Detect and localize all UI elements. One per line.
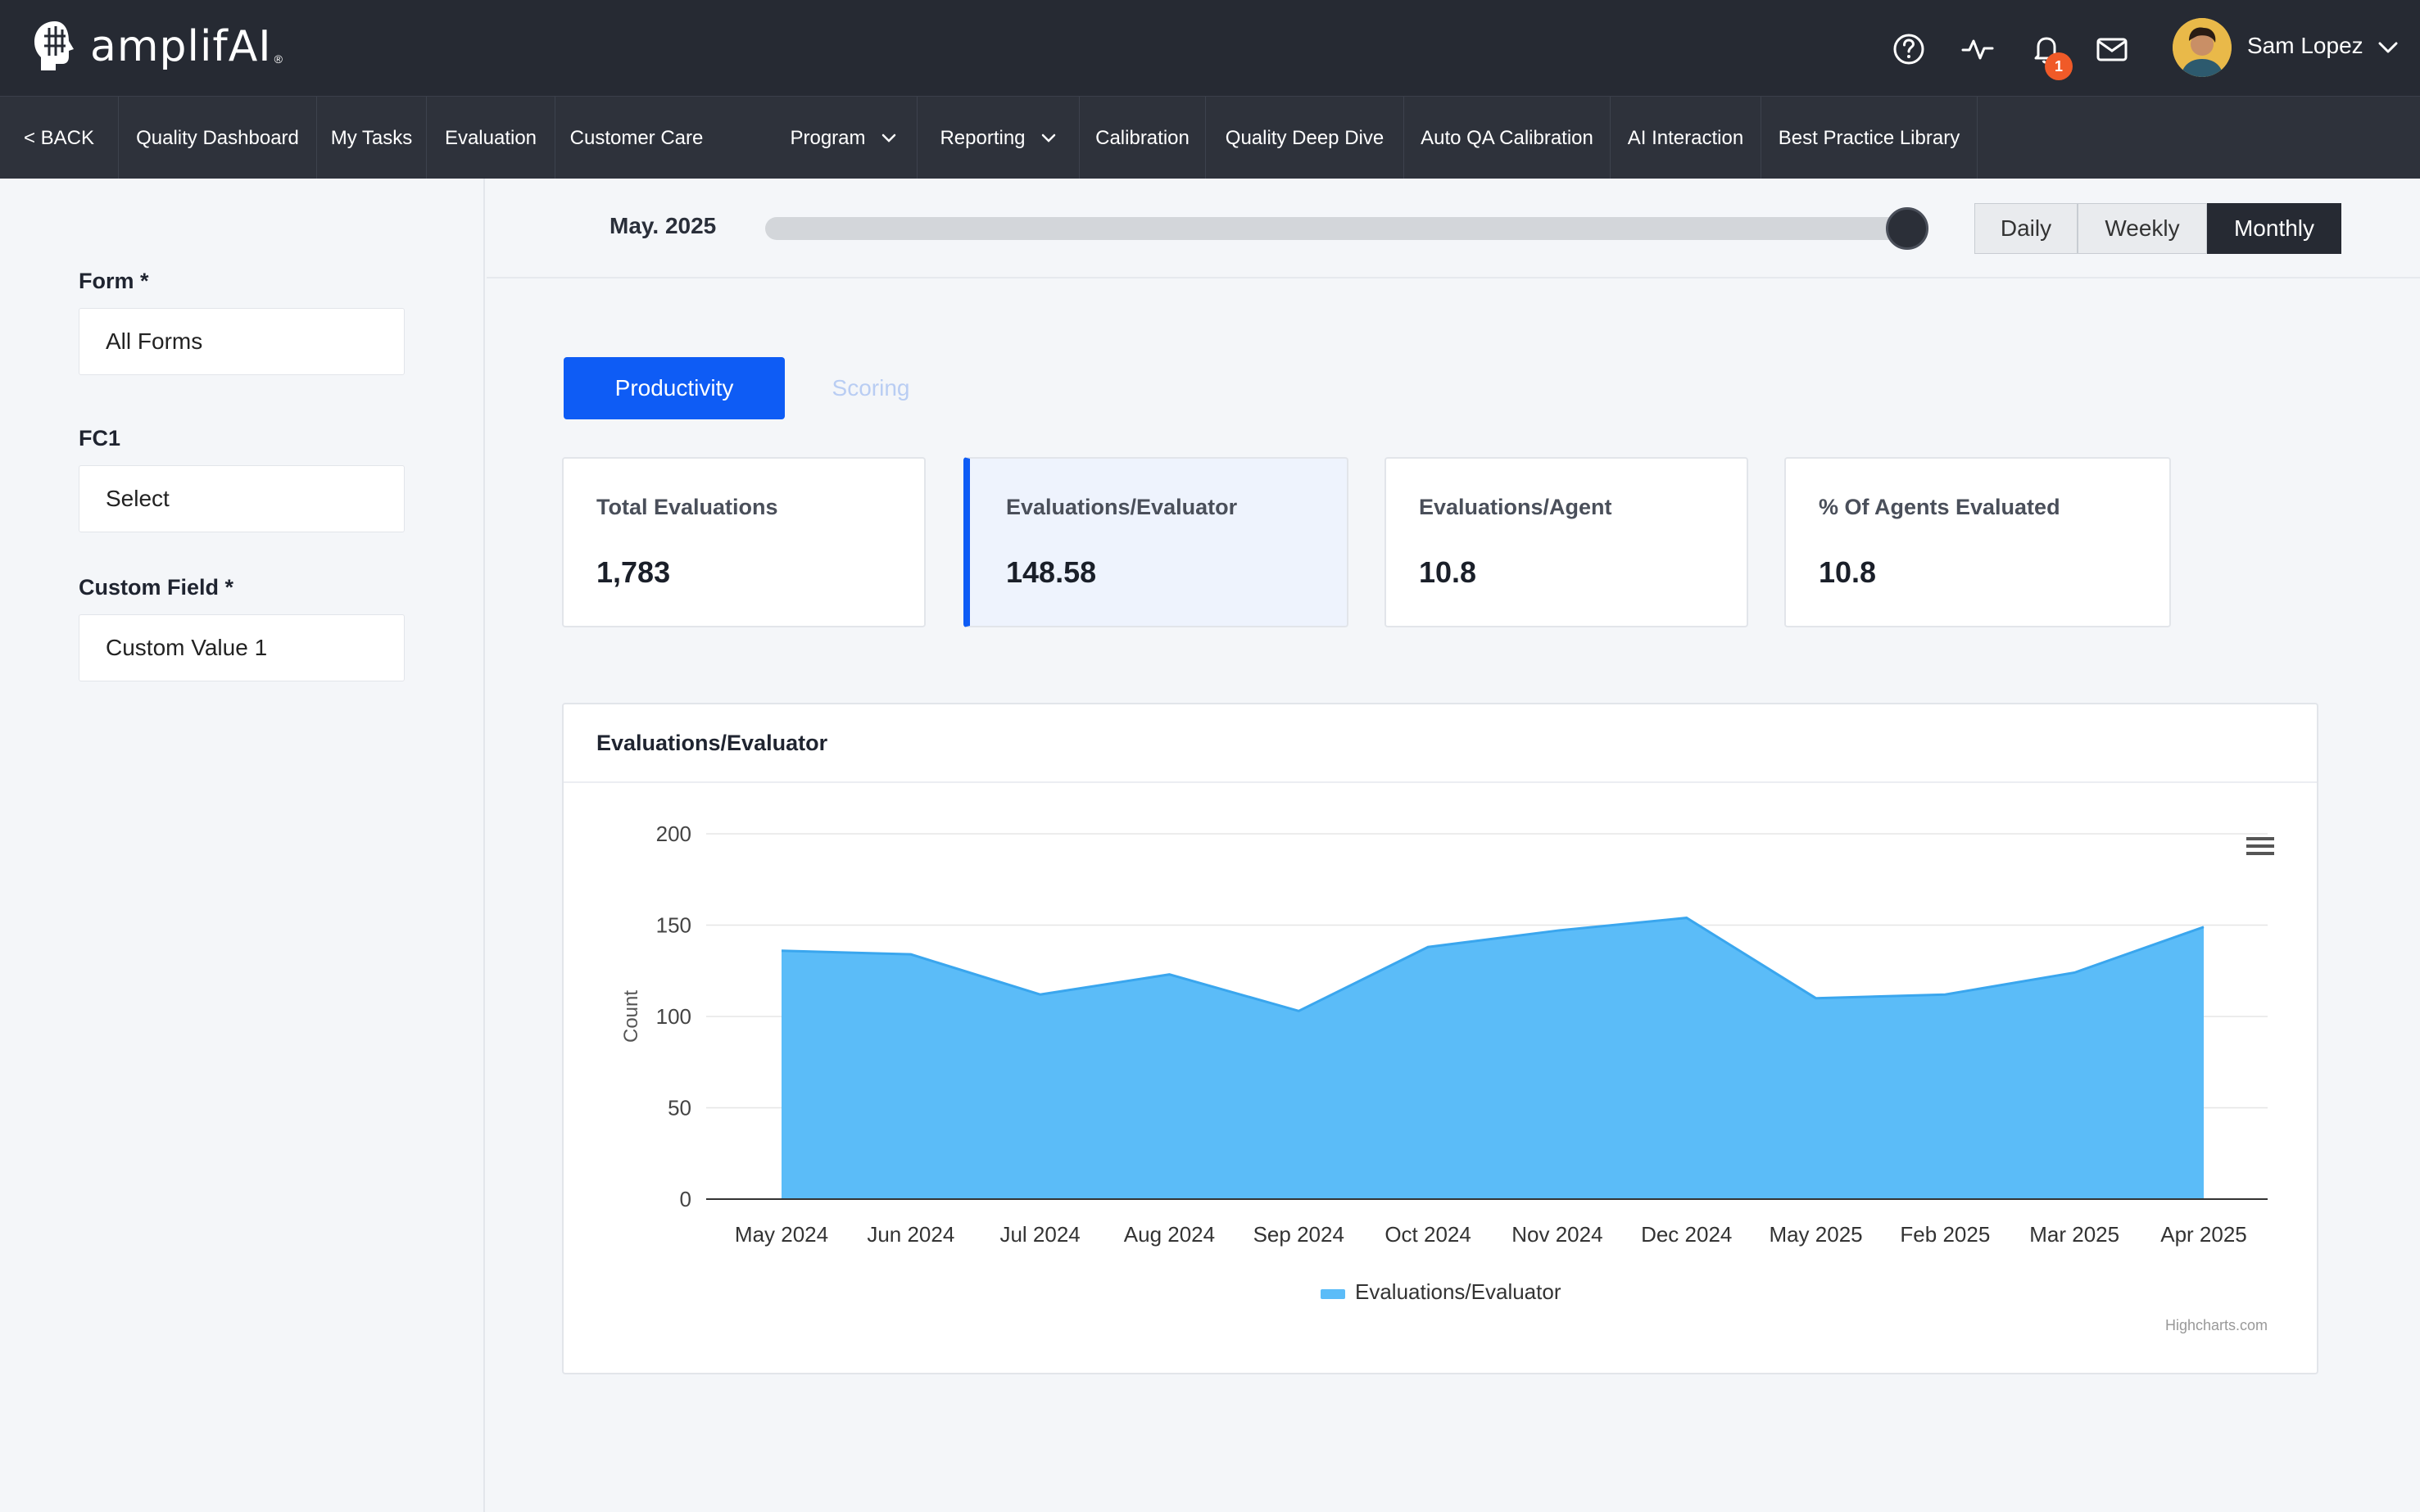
x-tick-label: Apr 2025: [2160, 1222, 2247, 1247]
user-name[interactable]: Sam Lopez: [2247, 33, 2363, 58]
x-tick-label: Oct 2024: [1384, 1222, 1471, 1247]
top-bar: amplifAI ® 1 Sam Lopez: [0, 0, 2420, 96]
kpi-value: 148.58: [1006, 555, 1097, 589]
kpi-value: 1,783: [596, 555, 671, 589]
kpi-label: Evaluations/Evaluator: [1006, 495, 1238, 519]
y-tick-label: 100: [656, 1004, 691, 1029]
x-tick-label: Mar 2025: [2029, 1222, 2119, 1247]
nav-item-evaluation[interactable]: Evaluation: [427, 97, 555, 179]
logo-registered-mark: ®: [274, 52, 283, 66]
y-tick-label: 50: [668, 1096, 691, 1120]
tab-productivity[interactable]: Productivity: [564, 357, 785, 419]
date-slider-handle[interactable]: [1886, 207, 1928, 250]
nav-item-program-label: Program: [790, 126, 866, 149]
period-daily-button[interactable]: Daily: [1974, 203, 2078, 254]
chevron-down-icon: [881, 134, 895, 143]
filter-sidebar: [0, 179, 485, 1512]
activity-icon[interactable]: [1960, 31, 1996, 67]
kpi-card-agents-evaluated[interactable]: % Of Agents Evaluated 10.8: [1784, 457, 2171, 627]
nav-item-reporting[interactable]: Reporting: [918, 97, 1080, 179]
x-tick-label: Feb 2025: [1900, 1222, 1990, 1247]
kpi-card-evaluations-per-evaluator[interactable]: Evaluations/Evaluator 148.58: [963, 457, 1348, 627]
legend-label: Evaluations/Evaluator: [1355, 1279, 1561, 1304]
nav-item-customer-care[interactable]: Customer Care: [569, 126, 704, 149]
nav-item-reporting-label: Reporting: [940, 126, 1026, 149]
y-tick-label: 0: [680, 1187, 691, 1211]
nav-item-quality-dashboard[interactable]: Quality Dashboard: [119, 97, 317, 179]
app-logo[interactable]: amplifAI ®: [31, 20, 283, 74]
kpi-label: % Of Agents Evaluated: [1819, 495, 2060, 519]
kpi-label: Evaluations/Agent: [1419, 495, 1612, 519]
period-monthly-button[interactable]: Monthly: [2207, 203, 2341, 254]
fc1-label: FC1: [79, 426, 121, 450]
x-tick-label: Nov 2024: [1511, 1222, 1602, 1247]
avatar-image: [2173, 18, 2232, 77]
form-select[interactable]: All Forms: [79, 308, 405, 375]
kpi-value: 10.8: [1819, 555, 1877, 589]
x-tick-label: Aug 2024: [1124, 1222, 1215, 1247]
area-series-line: [781, 917, 2205, 1012]
mail-icon[interactable]: [2094, 31, 2130, 67]
kpi-card-total-evaluations[interactable]: Total Evaluations 1,783: [562, 457, 926, 627]
custom-field-label: Custom Field *: [79, 575, 234, 600]
y-tick-label: 150: [656, 913, 691, 938]
chart-card: Evaluations/Evaluator 0 50 100 150 200 Count M…: [562, 703, 2318, 1374]
date-label: May. 2025: [610, 213, 717, 238]
kpi-card-evaluations-per-agent[interactable]: Evaluations/Agent 10.8: [1384, 457, 1748, 627]
fc1-select[interactable]: Select: [79, 465, 405, 532]
chevron-down-icon[interactable]: [2376, 38, 2400, 57]
kpi-label: Total Evaluations: [596, 495, 778, 519]
chart-menu-icon[interactable]: [2245, 834, 2276, 858]
y-axis-label: Count: [620, 990, 642, 1043]
nav-item-my-tasks[interactable]: My Tasks: [317, 97, 427, 179]
notification-badge: 1: [2045, 52, 2073, 80]
custom-field-select[interactable]: Custom Value 1: [79, 614, 405, 681]
nav-item-quality-deep-dive[interactable]: Quality Deep Dive: [1206, 97, 1404, 179]
chevron-down-icon: [1041, 134, 1055, 143]
x-tick-label: May 2024: [735, 1222, 828, 1247]
x-tick-label: Dec 2024: [1641, 1222, 1732, 1247]
avatar[interactable]: [2173, 18, 2232, 77]
nav-item-best-practice-library[interactable]: Best Practice Library: [1761, 97, 1978, 179]
nav-item-ai-interaction[interactable]: AI Interaction: [1611, 97, 1761, 179]
main-nav: < BACK Quality Dashboard My Tasks Evalua…: [0, 96, 2420, 179]
x-tick-label: Sep 2024: [1253, 1222, 1344, 1247]
area-series-fill: [782, 917, 2204, 1199]
help-icon[interactable]: [1891, 31, 1927, 67]
tab-scoring[interactable]: Scoring: [832, 375, 910, 401]
nav-back[interactable]: < BACK: [0, 97, 119, 179]
form-label: Form *: [79, 269, 149, 293]
logo-head-icon: [34, 21, 74, 70]
nav-item-calibration[interactable]: Calibration: [1080, 97, 1206, 179]
y-tick-label: 200: [656, 822, 691, 846]
x-tick-label: May 2025: [1769, 1222, 1862, 1247]
logo-text: amplifAI: [90, 22, 272, 71]
nav-item-program[interactable]: Program: [770, 97, 918, 179]
period-weekly-button[interactable]: Weekly: [2078, 203, 2207, 254]
legend-swatch: [1321, 1289, 1345, 1299]
date-slider-track[interactable]: [765, 217, 1909, 240]
x-tick-label: Jun 2024: [867, 1222, 954, 1247]
chart-credit[interactable]: Highcharts.com: [2164, 1317, 2268, 1333]
chart-title: Evaluations/Evaluator: [596, 731, 828, 755]
nav-item-auto-qa-calibration[interactable]: Auto QA Calibration: [1404, 97, 1611, 179]
kpi-value: 10.8: [1419, 555, 1477, 589]
chart-header: Evaluations/Evaluator: [564, 704, 2317, 783]
area-chart: 0 50 100 150 200 Count May 2024 Jun 2024 Jul 202…: [620, 822, 2268, 1304]
x-tick-label: Jul 2024: [999, 1222, 1080, 1247]
